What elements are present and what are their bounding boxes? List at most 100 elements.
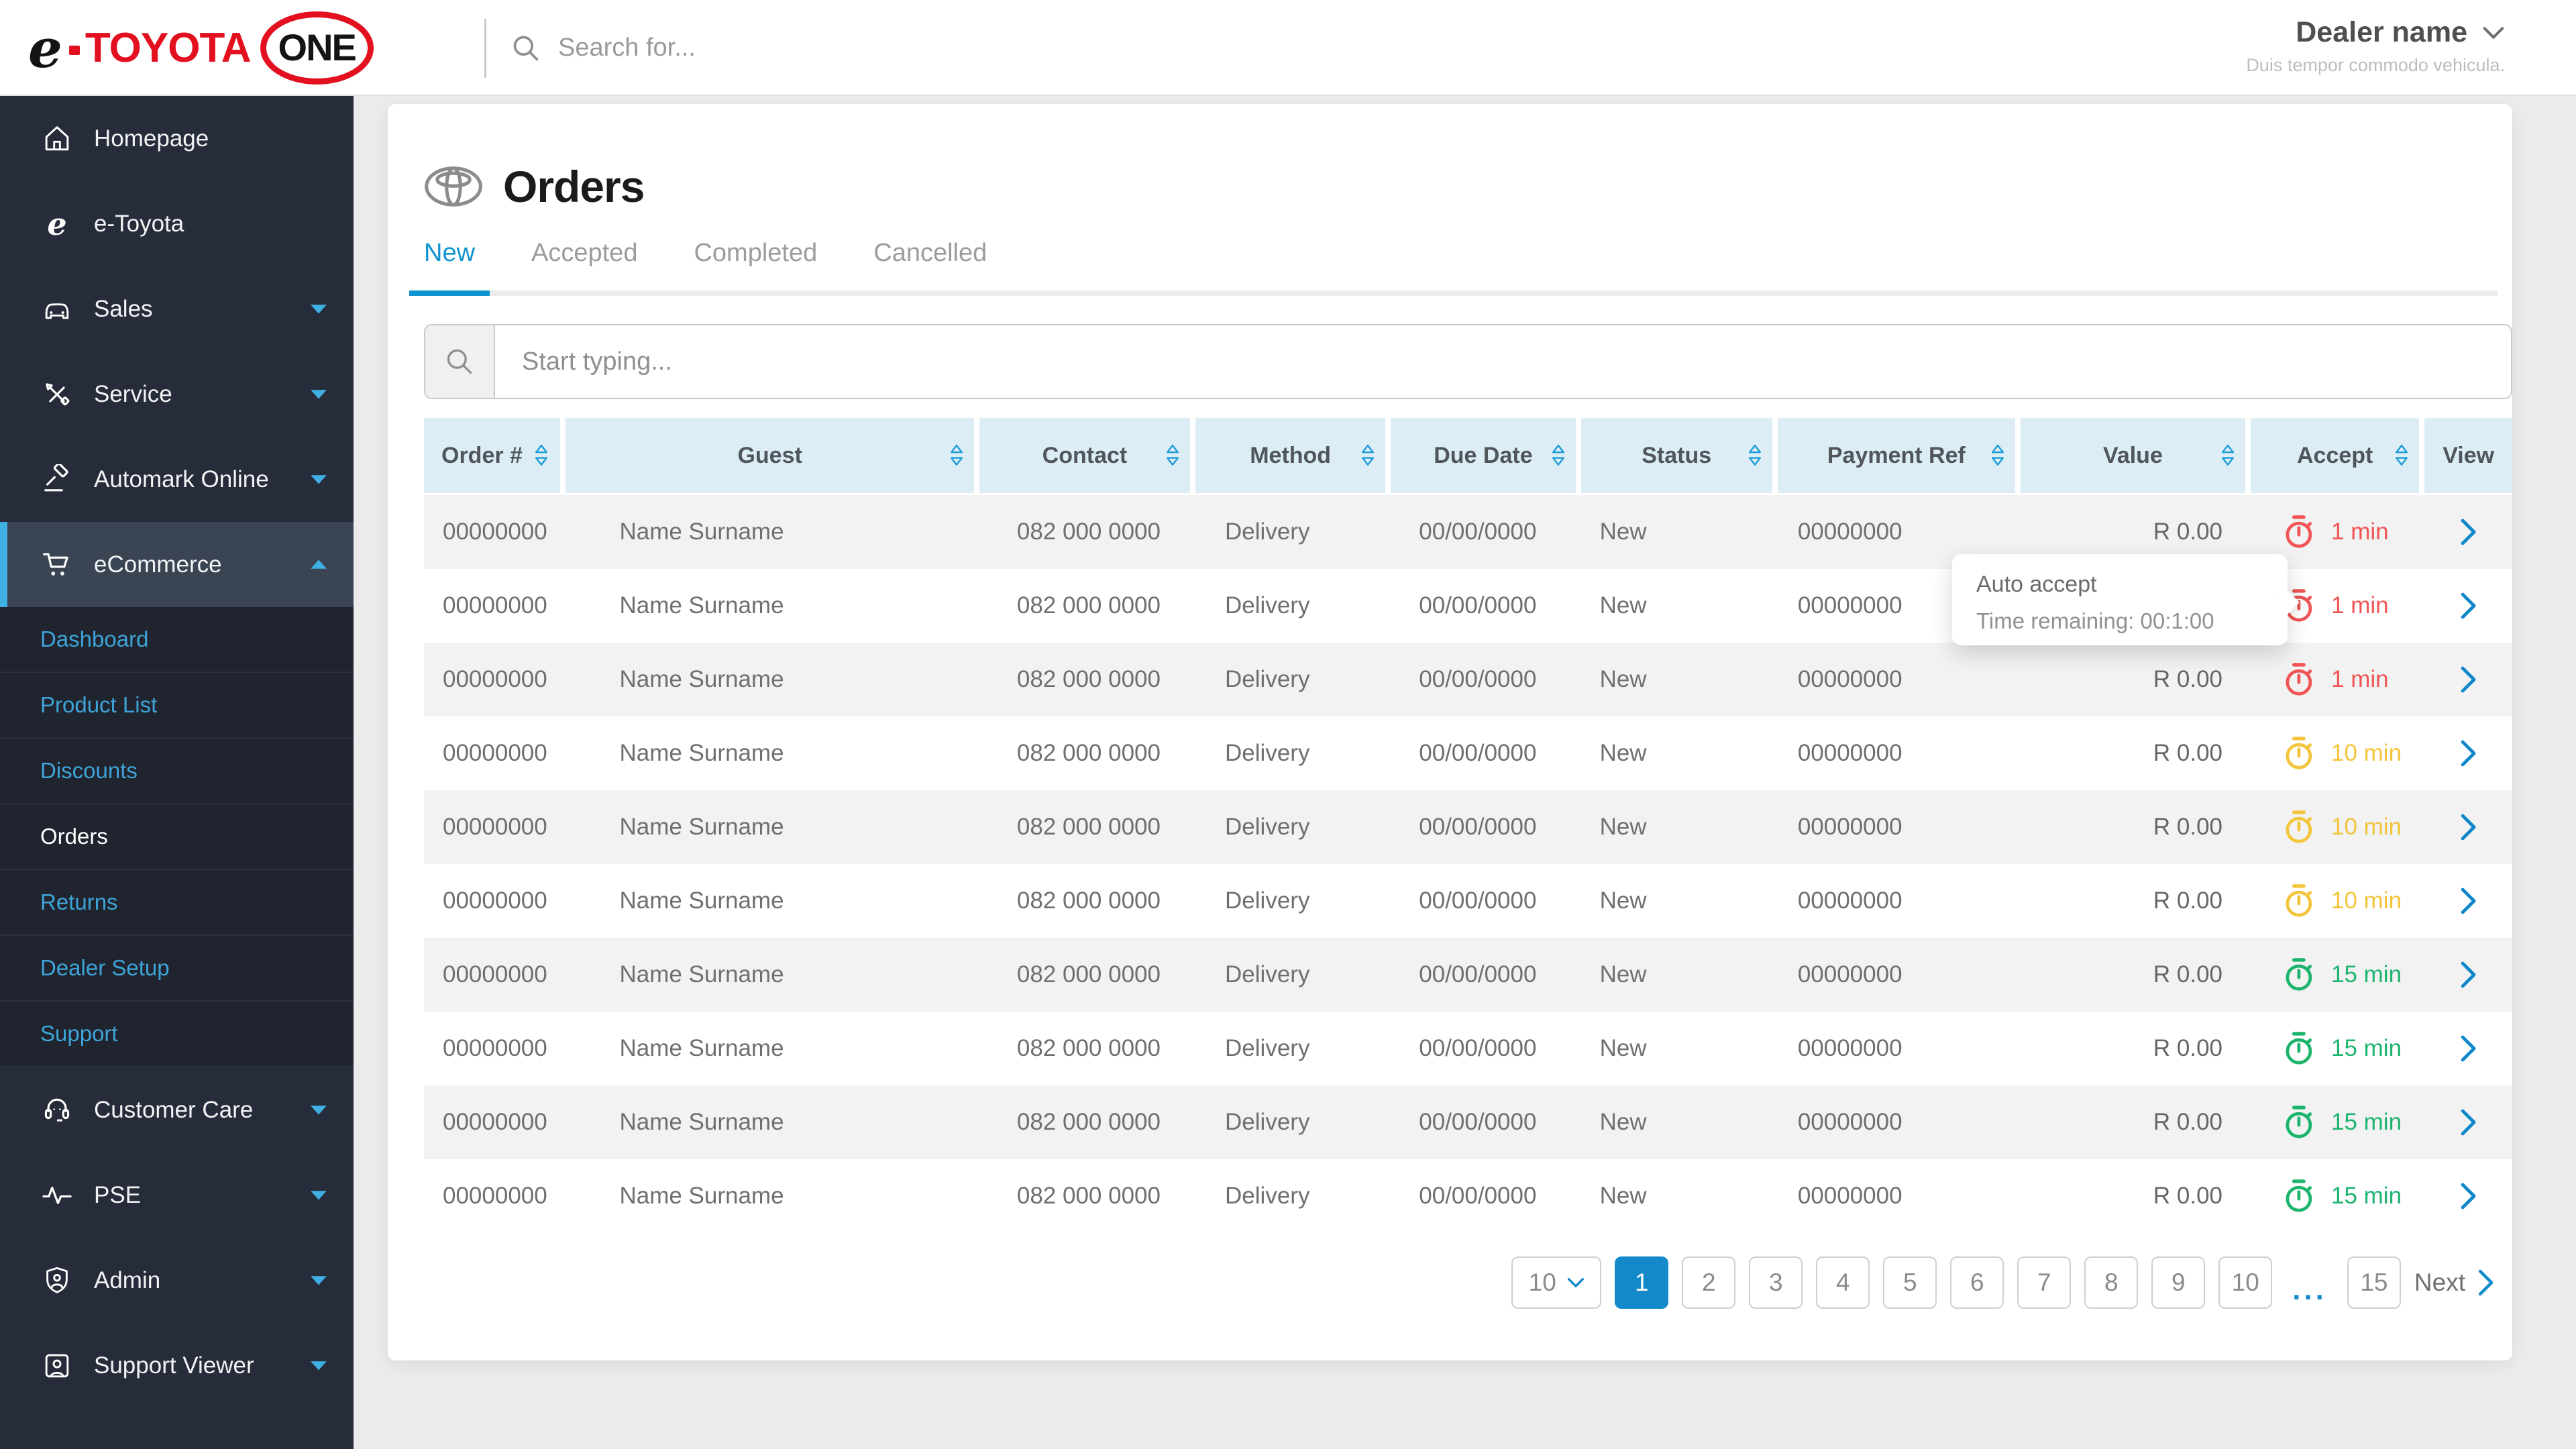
view-button[interactable] [2424,1012,2512,1085]
cell-payment-ref: 00000000 [1797,666,1902,692]
sidebar-subitem-discounts[interactable]: Discounts [0,739,354,804]
column-header-due-date[interactable]: Due Date [1391,418,1576,493]
column-header-payment-ref[interactable]: Payment Ref [1777,418,2015,493]
sort-icon[interactable] [1550,443,1566,468]
column-header-order[interactable]: Order # [424,418,561,493]
cell-order-number: 00000000 [443,592,547,619]
cell-value: R 0.00 [2153,1035,2222,1061]
cell-order-number: 00000000 [443,888,547,914]
cell-accept: 10 min [2251,790,2419,864]
sidebar-item-label: e-Toyota [94,210,184,237]
tab-accepted[interactable]: Accepted [517,239,652,296]
sidebar-subitem-dealer-setup[interactable]: Dealer Setup [0,936,354,1002]
view-button[interactable] [2424,495,2512,569]
sidebar-item-pse[interactable]: PSE [0,1152,354,1238]
timer-icon [2286,663,2312,696]
sidebar-subitem-support[interactable]: Support [0,1002,354,1067]
view-button[interactable] [2424,864,2512,938]
page-button-5[interactable]: 5 [1883,1256,1937,1309]
page-button-1[interactable]: 1 [1615,1256,1669,1309]
sidebar-item-support-viewer[interactable]: Support Viewer [0,1323,354,1408]
view-button[interactable] [2424,716,2512,790]
next-page-button[interactable]: Next [2414,1268,2495,1297]
cell-order-number: 00000000 [443,814,547,840]
tab-completed[interactable]: Completed [679,239,832,296]
sort-icon[interactable] [533,443,549,468]
sidebar-item-sales[interactable]: Sales [0,266,354,352]
sidebar-item-automark-online[interactable]: Automark Online [0,437,354,522]
sidebar-subitem-orders[interactable]: Orders [0,804,354,870]
view-button[interactable] [2424,569,2512,643]
chevron-up-icon [311,559,327,569]
column-header-accept[interactable]: Accept [2251,418,2420,493]
sidebar-item-e-toyota[interactable]: e e-Toyota [0,181,354,266]
sort-icon[interactable] [949,443,965,468]
sort-icon[interactable] [1360,443,1376,468]
orders-filter [424,324,2512,399]
shield-user-icon [39,1265,75,1296]
main-content: Orders New Accepted Completed Cancelled Ord… [354,96,2576,1449]
sort-icon[interactable] [1990,443,2006,468]
column-header-value[interactable]: Value [2020,418,2245,493]
page-button-3[interactable]: 3 [1749,1256,1803,1309]
tab-cancelled[interactable]: Cancelled [859,239,1002,296]
cell-due-date: 00/00/0000 [1419,961,1537,987]
accept-countdown: 10 min [2331,814,2402,840]
view-button[interactable] [2424,1085,2512,1159]
column-label: Method [1250,442,1332,468]
page-button-2[interactable]: 2 [1682,1256,1736,1309]
table-row: 00000000 Name Surname 082 000 0000 Deliv… [424,1159,2512,1233]
sidebar-item-service[interactable]: Service [0,352,354,437]
page-button-6[interactable]: 6 [1950,1256,2004,1309]
search-input[interactable] [558,34,1028,62]
cell-status: New [1599,666,1647,692]
sidebar-subitem-dashboard[interactable]: Dashboard [0,607,354,673]
table-row: 00000000 Name Surname 082 000 0000 Deliv… [424,864,2512,938]
page-button-10[interactable]: 10 [2218,1256,2273,1309]
sort-icon[interactable] [2394,443,2410,468]
sidebar-item-ecommerce[interactable]: eCommerce [0,522,354,607]
sort-icon[interactable] [1747,443,1763,468]
cell-payment-ref: 00000000 [1797,519,1902,545]
table-row: 00000000 Name Surname 082 000 0000 Deliv… [424,716,2512,790]
cell-value: R 0.00 [2153,888,2222,914]
filter-input[interactable] [495,325,2511,398]
page-size-select[interactable]: 10 [1511,1256,1602,1309]
page-button-7[interactable]: 7 [2017,1256,2072,1309]
page-button-8[interactable]: 8 [2084,1256,2139,1309]
dealer-dropdown[interactable]: Dealer name [2246,16,2505,49]
column-label: Accept [2296,442,2373,468]
table-row: 00000000 Name Surname 082 000 0000 Deliv… [424,1085,2512,1159]
cell-contact: 082 000 0000 [1016,519,1161,545]
column-header-status[interactable]: Status [1580,418,1772,493]
column-label: Contact [1042,442,1128,468]
view-button[interactable] [2424,1159,2512,1233]
column-header-contact[interactable]: Contact [979,418,1191,493]
sidebar-item-homepage[interactable]: Homepage [0,96,354,181]
sort-icon[interactable] [2220,443,2236,468]
page-button-9[interactable]: 9 [2151,1256,2206,1309]
cell-status: New [1599,814,1647,840]
table-row: 00000000 Name Surname 082 000 0000 Deliv… [424,1012,2512,1085]
cell-status: New [1599,740,1647,766]
view-button[interactable] [2424,790,2512,864]
view-button[interactable] [2424,938,2512,1012]
sidebar-item-customer-care[interactable]: Customer Care [0,1067,354,1152]
cell-accept: 1 min [2251,569,2419,643]
column-header-method[interactable]: Method [1195,418,1386,493]
table-row: 00000000 Name Surname 082 000 0000 Deliv… [424,938,2512,1012]
page-button-15[interactable]: 15 [2347,1256,2401,1309]
page-button-4[interactable]: 4 [1816,1256,1870,1309]
sidebar-subitem-returns[interactable]: Returns [0,870,354,936]
view-button[interactable] [2424,643,2512,716]
sidebar-item-admin[interactable]: Admin [0,1238,354,1323]
cell-status: New [1599,1109,1647,1135]
chevron-down-icon [1567,1278,1584,1288]
sort-icon[interactable] [1165,443,1181,468]
tab-new[interactable]: New [409,239,490,296]
column-header-guest[interactable]: Guest [566,418,974,493]
chevron-right-icon [2461,888,2476,914]
sidebar-subitem-product-list[interactable]: Product List [0,673,354,739]
accept-countdown: 1 min [2331,519,2389,545]
sidebar-item-label: Homepage [94,125,209,152]
